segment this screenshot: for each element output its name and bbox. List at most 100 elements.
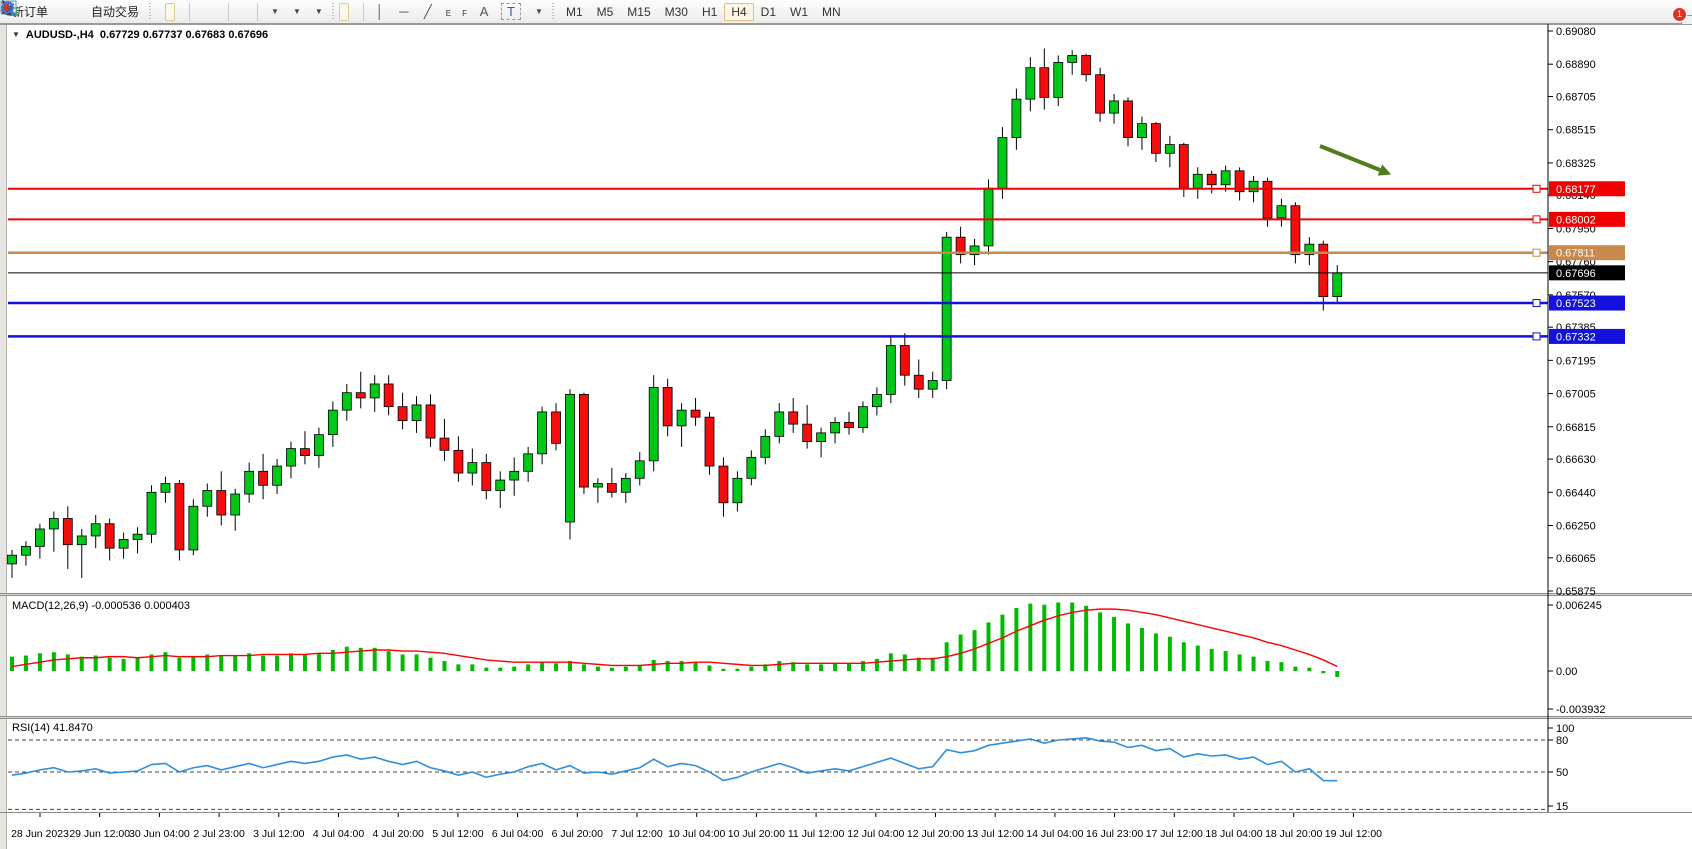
svg-text:29 Jun 12:00: 29 Jun 12:00 bbox=[69, 828, 130, 840]
horizontal-level-lines[interactable] bbox=[8, 184, 1548, 341]
fibonacci-tool-button[interactable]: F bbox=[1, 2, 472, 21]
price-label-0.68002: 0.68002 bbox=[1556, 214, 1596, 226]
bar-chart-button[interactable] bbox=[1, 2, 165, 21]
svg-text:0.65875: 0.65875 bbox=[1556, 586, 1596, 598]
svg-text:4 Jul 20:00: 4 Jul 20:00 bbox=[373, 828, 425, 840]
collapse-triangle-icon[interactable]: ▼ bbox=[12, 30, 20, 39]
svg-text:13 Jul 12:00: 13 Jul 12:00 bbox=[967, 828, 1024, 840]
crosshair-tool-button[interactable] bbox=[1, 1, 359, 21]
macd-signal-line bbox=[11, 608, 1338, 668]
candles bbox=[7, 48, 1343, 578]
periods-button[interactable]: ▼ bbox=[1, 1, 306, 21]
svg-text:0.68705: 0.68705 bbox=[1556, 92, 1596, 104]
channel-sub-label: E bbox=[445, 8, 452, 18]
toolbar: 新订单 自动交易 bbox=[0, 0, 1692, 29]
zoom-in-button[interactable] bbox=[1, 1, 204, 21]
svg-text:12 Jul 20:00: 12 Jul 20:00 bbox=[907, 828, 964, 840]
hline-handle-0.67811[interactable] bbox=[1532, 248, 1541, 257]
notification-badge: 1 bbox=[1672, 6, 1687, 22]
svg-text:0.69080: 0.69080 bbox=[1556, 26, 1596, 38]
svg-text:0.00: 0.00 bbox=[1556, 666, 1577, 678]
auto-trading-label: 自动交易 bbox=[91, 5, 140, 19]
svg-text:28 Jun 2023: 28 Jun 2023 bbox=[11, 828, 69, 840]
horizontal-line-icon: ─ bbox=[399, 4, 409, 19]
arrows-tool-button[interactable]: ▼ bbox=[3, 3, 548, 21]
svg-text:0.66250: 0.66250 bbox=[1556, 520, 1596, 532]
chevron-down-icon: ▼ bbox=[314, 7, 323, 16]
timeframe-button-d1[interactable]: D1 bbox=[760, 4, 777, 19]
timeframe-button-m5[interactable]: M5 bbox=[596, 4, 614, 19]
text-label-tool-button[interactable]: T bbox=[496, 3, 526, 21]
terminal-button[interactable] bbox=[1, 1, 73, 21]
timeframe-button-mn[interactable]: MN bbox=[822, 4, 841, 19]
svg-text:7 Jul 12:00: 7 Jul 12:00 bbox=[611, 828, 663, 840]
svg-text:14 Jul 04:00: 14 Jul 04:00 bbox=[1026, 828, 1083, 840]
svg-text:0.66440: 0.66440 bbox=[1556, 487, 1596, 499]
chart-window: ▼ AUDUSD-,H4 0.67729 0.67737 0.67683 0.67… bbox=[0, 24, 1692, 849]
chart-shift-button[interactable] bbox=[2, 2, 253, 21]
timeframe-button-m15[interactable]: M15 bbox=[627, 4, 651, 19]
candle-chart-button[interactable] bbox=[1, 2, 176, 21]
svg-text:11 Jul 12:00: 11 Jul 12:00 bbox=[788, 828, 845, 840]
svg-text:50: 50 bbox=[1556, 767, 1568, 779]
chart-title: ▼ AUDUSD-,H4 0.67729 0.67737 0.67683 0.67… bbox=[12, 29, 268, 41]
timeframe-button-m30[interactable]: M30 bbox=[664, 4, 688, 19]
svg-text:15: 15 bbox=[1556, 801, 1568, 813]
price-label-0.67696: 0.67696 bbox=[1556, 268, 1596, 280]
toolbar-grip[interactable] bbox=[330, 2, 336, 21]
timeframe-button-h1[interactable]: H1 bbox=[701, 4, 718, 19]
timeframe-group: M1 M5 M15 M30 H1 H4 D1 W1 MN bbox=[559, 0, 848, 24]
text-label-icon: T bbox=[501, 3, 522, 20]
new-chart-button[interactable]: ▼ bbox=[0, 1, 284, 21]
svg-text:4 Jul 04:00: 4 Jul 04:00 bbox=[313, 828, 365, 840]
chart-symbol-period: AUDUSD-,H4 bbox=[25, 29, 94, 41]
svg-text:0.68515: 0.68515 bbox=[1556, 125, 1596, 137]
timeframe-button-m1[interactable]: M1 bbox=[565, 4, 583, 19]
hline-handle-0.67523[interactable] bbox=[1532, 299, 1541, 308]
quotes-button[interactable] bbox=[2, 3, 63, 21]
toolbar-grip[interactable] bbox=[550, 2, 556, 21]
trendline-tool-button[interactable]: ╱ bbox=[416, 3, 440, 21]
hline-handle-0.68177[interactable] bbox=[1532, 184, 1541, 193]
timeframe-button-h4[interactable]: H4 bbox=[724, 2, 754, 21]
svg-text:10 Jul 20:00: 10 Jul 20:00 bbox=[728, 828, 785, 840]
cursor-tool-button[interactable] bbox=[2, 0, 349, 21]
tile-windows-button[interactable] bbox=[0, 1, 224, 21]
line-chart-button[interactable] bbox=[1, 2, 185, 21]
price-label-0.67332: 0.67332 bbox=[1556, 331, 1596, 343]
svg-text:19 Jul 12:00: 19 Jul 12:00 bbox=[1325, 828, 1382, 840]
svg-text:0.68325: 0.68325 bbox=[1556, 158, 1596, 170]
svg-text:10 Jul 04:00: 10 Jul 04:00 bbox=[668, 828, 725, 840]
horizontal-line-tool-button[interactable]: ─ bbox=[392, 3, 416, 21]
toolbar-grip[interactable] bbox=[147, 2, 153, 21]
svg-text:16 Jul 23:00: 16 Jul 23:00 bbox=[1086, 828, 1143, 840]
hline-handle-0.68002[interactable] bbox=[1532, 215, 1541, 224]
new-order-label: 新订单 bbox=[12, 5, 49, 19]
chart-canvas[interactable]: 0.69080 0.68890 0.68705 0.68515 0.68325 0.681… bbox=[0, 24, 1692, 849]
svg-text:6 Jul 20:00: 6 Jul 20:00 bbox=[552, 828, 604, 840]
svg-text:6 Jul 04:00: 6 Jul 04:00 bbox=[492, 828, 544, 840]
price-axis: 0.69080 0.68890 0.68705 0.68515 0.68325 0.681… bbox=[1547, 24, 1625, 813]
auto-trading-button[interactable]: 自动交易 bbox=[1, 3, 144, 21]
vertical-line-icon: │ bbox=[375, 4, 384, 19]
text-tool-button[interactable]: A bbox=[472, 3, 496, 21]
svg-text:18 Jul 04:00: 18 Jul 04:00 bbox=[1205, 828, 1262, 840]
rsi-pane bbox=[8, 737, 1548, 810]
annotation-arrow[interactable] bbox=[1319, 144, 1392, 176]
auto-scroll-button[interactable] bbox=[2, 2, 243, 21]
text-icon: A bbox=[479, 4, 489, 19]
svg-text:0.67005: 0.67005 bbox=[1556, 389, 1596, 401]
chevron-down-icon: ▼ bbox=[535, 7, 543, 16]
zoom-out-button[interactable] bbox=[1, 1, 214, 21]
equidistant-channel-tool-button[interactable]: E bbox=[0, 1, 456, 21]
timeframe-button-w1[interactable]: W1 bbox=[790, 4, 809, 19]
indicators-button[interactable]: ▼ bbox=[0, 0, 328, 21]
vertical-line-tool-button[interactable]: │ bbox=[368, 3, 392, 21]
svg-text:-0.003932: -0.003932 bbox=[1556, 704, 1606, 716]
macd-pane bbox=[10, 602, 1340, 677]
macd-indicator-label: MACD(12,26,9) -0.000536 0.000403 bbox=[12, 600, 190, 612]
hline-handle-0.67332[interactable] bbox=[1532, 332, 1541, 341]
svg-text:0.66065: 0.66065 bbox=[1556, 553, 1596, 565]
signal-button[interactable] bbox=[1, 3, 83, 21]
